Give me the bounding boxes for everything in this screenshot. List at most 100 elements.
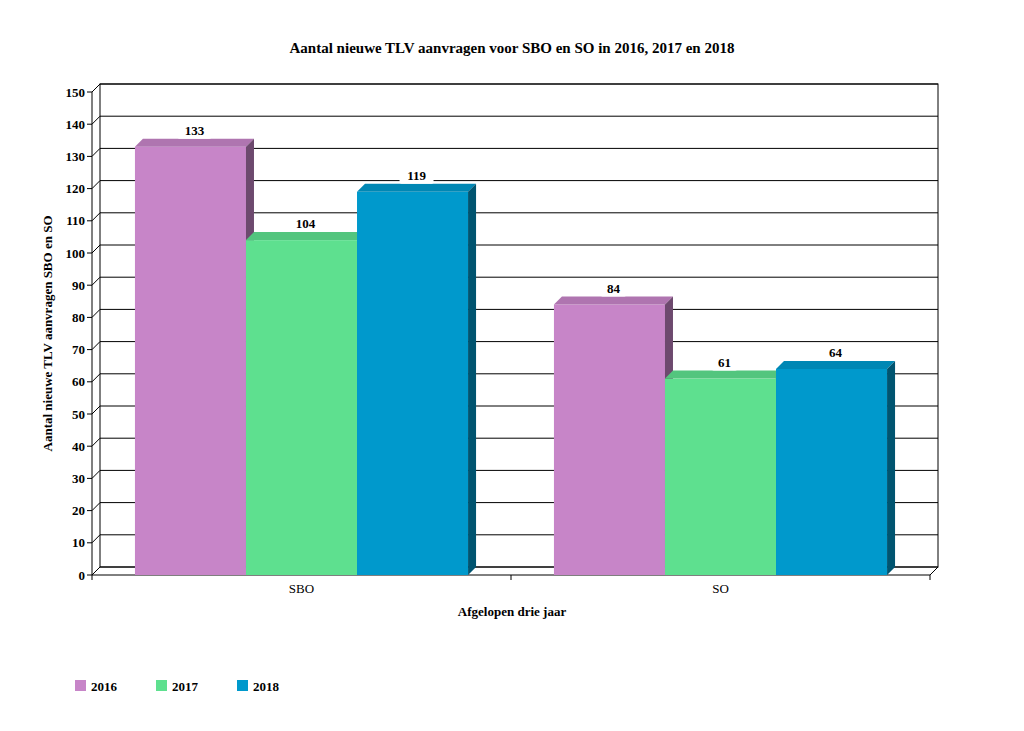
bar-side [887, 361, 895, 575]
grid-line-side [92, 342, 100, 350]
bar-top [554, 297, 673, 305]
x-tick-label: SO [712, 581, 729, 596]
grid-line-side [92, 503, 100, 511]
grid-line-side [92, 438, 100, 446]
bar-front [776, 369, 887, 575]
x-axis-label: Afgelopen drie jaar [458, 604, 567, 619]
y-tick [87, 188, 92, 189]
bar-side [468, 184, 476, 575]
grid-line-side [92, 213, 100, 221]
y-tick-label: 20 [72, 503, 85, 518]
y-tick [87, 220, 92, 221]
bar [665, 371, 784, 575]
y-tick [87, 414, 92, 415]
legend-label: 2016 [91, 679, 118, 694]
data-labels: 133104119846164 [177, 122, 848, 371]
bar-front [246, 240, 357, 575]
bar-top [135, 139, 254, 147]
bar-front [554, 305, 665, 575]
bars [135, 139, 895, 575]
grid-line-side [92, 116, 100, 124]
x-tick [511, 575, 512, 580]
y-tick-label: 30 [72, 471, 85, 486]
grid-line-side [92, 148, 100, 156]
bar-top [357, 184, 476, 192]
y-tick [87, 349, 92, 350]
y-tick-label: 90 [72, 278, 85, 293]
bar-top [776, 361, 895, 369]
data-label-bg [177, 122, 211, 139]
bar [135, 139, 254, 575]
data-label: 84 [607, 281, 621, 296]
y-tick [87, 381, 92, 382]
floor-edge [930, 567, 938, 575]
chart: Aantal nieuwe TLV aanvragen voor SBO en … [0, 0, 1024, 731]
data-label-bg [600, 280, 626, 297]
bar-top [665, 371, 784, 379]
bar [776, 361, 895, 575]
bar [357, 184, 476, 575]
grid-line-side [92, 309, 100, 317]
grid-line [100, 116, 938, 117]
bar-front [135, 147, 246, 575]
data-label-bg [400, 167, 434, 184]
title: Aantal nieuwe TLV aanvragen voor SBO en … [290, 40, 735, 56]
data-label-bg [289, 215, 323, 232]
y-tick [87, 285, 92, 286]
legend-label: 2018 [253, 679, 280, 694]
y-tick-label: 100 [66, 246, 86, 261]
y-tick-label: 110 [66, 213, 85, 228]
y-tick [87, 446, 92, 447]
grid-line [100, 84, 938, 85]
bar [554, 297, 673, 575]
data-label: 119 [407, 168, 426, 183]
grid-line-side [92, 470, 100, 478]
y-tick [87, 510, 92, 511]
y-tick-label: 50 [72, 407, 85, 422]
grid-line-side [92, 245, 100, 253]
y-tick-label: 130 [66, 149, 86, 164]
y-tick-label: 0 [79, 568, 86, 583]
grid-line-side [92, 535, 100, 543]
grid-line-side [92, 374, 100, 382]
y-tick-label: 140 [66, 117, 86, 132]
y-tick [87, 542, 92, 543]
y-tick-label: 60 [72, 374, 85, 389]
legend-swatch [156, 680, 167, 691]
bar [246, 232, 365, 575]
y-tick [87, 92, 92, 93]
data-label: 133 [185, 123, 205, 138]
x-tick [930, 575, 931, 580]
y-tick-label: 120 [66, 181, 86, 196]
y-tick [87, 156, 92, 157]
x-tick [92, 575, 93, 580]
y-tick-label: 40 [72, 439, 85, 454]
bar-front [357, 192, 468, 575]
y-axis-label: Aantal nieuwe TLV aanvragen SBO en SO [40, 216, 55, 452]
legend-swatch [237, 680, 248, 691]
y-tick [87, 575, 92, 576]
y-tick-label: 10 [72, 535, 85, 550]
grid-line-side [92, 181, 100, 189]
data-label-bg [823, 344, 849, 361]
y-tick-label: 150 [66, 85, 86, 100]
grid-line-side [92, 84, 100, 92]
x-tick-label: SBO [289, 581, 314, 596]
y-tick-label: 80 [72, 310, 85, 325]
grid-line-side [92, 277, 100, 285]
legend-label: 2017 [172, 679, 199, 694]
legend-swatch [75, 680, 86, 691]
bar-front [665, 379, 776, 575]
y-tick [87, 124, 92, 125]
data-label-bg [712, 354, 738, 371]
y-axis [92, 92, 93, 575]
y-tick [87, 253, 92, 254]
y-tick-label: 70 [72, 342, 85, 357]
y-tick [87, 478, 92, 479]
legend: 2016 2017 2018 [75, 679, 280, 694]
grid-line-side [92, 406, 100, 414]
bar-top [246, 232, 365, 240]
y-tick [87, 317, 92, 318]
data-label: 61 [718, 355, 731, 370]
data-label: 104 [296, 216, 316, 231]
